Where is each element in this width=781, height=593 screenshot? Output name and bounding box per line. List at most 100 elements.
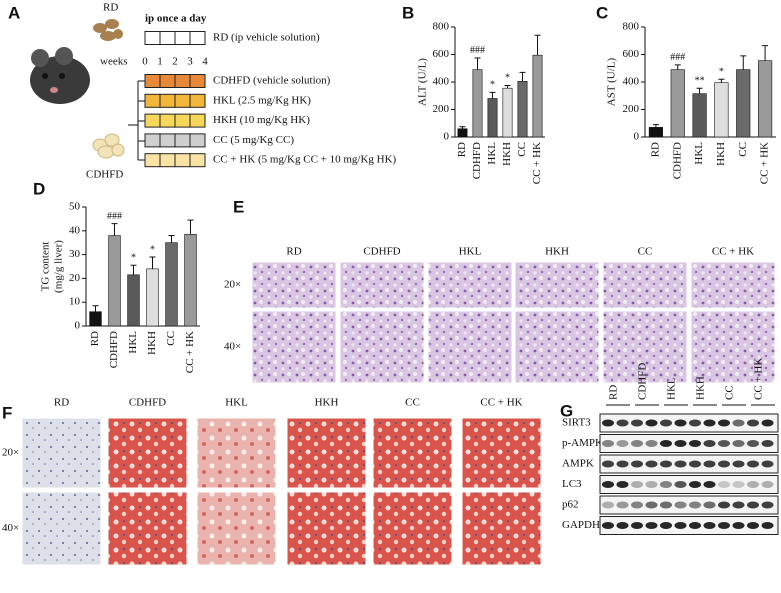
blot-band <box>660 419 672 427</box>
micrograph <box>427 261 513 309</box>
error-bar <box>92 305 99 312</box>
bar <box>472 69 483 138</box>
blot-band <box>631 460 643 468</box>
blot-band <box>747 481 759 488</box>
y-tick-label: 40 <box>69 224 81 236</box>
x-tick-label: CC <box>516 142 528 157</box>
schedule-cell <box>189 153 206 168</box>
blot-band <box>703 481 716 488</box>
group-label: HKH (10 mg/Kg HK) <box>213 114 310 126</box>
panel-label: F <box>2 403 12 422</box>
blot-band <box>718 440 730 447</box>
y-axis-label: (mg/g liver) <box>53 240 65 293</box>
bar <box>89 311 102 327</box>
y-tick-label: 0 <box>75 320 81 332</box>
column-label: CDHFD <box>129 397 166 409</box>
significance-label: * <box>719 67 724 78</box>
y-tick-label: 200 <box>433 103 450 115</box>
blot-band <box>718 419 730 427</box>
panel-label: G <box>560 401 573 420</box>
x-tick-label: CDHFD <box>471 142 483 179</box>
blot-band <box>703 440 716 447</box>
error-bar <box>168 235 175 243</box>
schedule-cell <box>159 153 176 168</box>
blot-band <box>616 481 629 488</box>
bar <box>532 54 543 138</box>
mouse-illustration <box>30 47 90 104</box>
blot-band <box>631 481 643 488</box>
micrograph <box>372 417 453 489</box>
x-tick-label: CC <box>165 331 177 346</box>
error-bar <box>652 124 659 128</box>
blot-band <box>674 501 687 509</box>
bar <box>736 69 751 138</box>
blot-band <box>689 481 701 488</box>
blot-band <box>631 501 643 509</box>
column-label: CC <box>638 246 653 258</box>
error-bar <box>459 126 466 129</box>
blot-band <box>747 440 759 447</box>
significance-label: ### <box>670 52 685 63</box>
column-label: CC + HK <box>712 246 754 258</box>
significance-label: * <box>505 73 510 84</box>
blot-band <box>602 419 614 427</box>
x-tick-label: CC + HK <box>531 142 543 184</box>
week-number: 0 <box>142 56 148 68</box>
bar <box>517 81 528 138</box>
error-bar <box>762 45 769 61</box>
blot-band <box>689 440 701 447</box>
blot-band <box>703 419 716 427</box>
blot-band <box>602 460 614 468</box>
diet-label: RD <box>103 2 118 14</box>
significance-label: * <box>150 244 155 255</box>
row-label: 40× <box>224 341 241 353</box>
y-tick-label: 600 <box>623 48 640 60</box>
schedule-cell <box>144 153 161 168</box>
error-bar <box>474 57 481 70</box>
schedule-cell <box>174 93 191 108</box>
micrograph <box>372 491 453 566</box>
error-bar <box>489 91 496 99</box>
x-tick-label: HKL <box>127 331 139 354</box>
blot-band <box>703 522 716 529</box>
schedule-cell <box>159 74 176 88</box>
y-axis-label: ALT (U/L) <box>417 58 429 106</box>
schedule-cell <box>144 113 161 128</box>
blot-band <box>674 440 687 447</box>
column-label: CC + HK <box>480 397 522 409</box>
blot-band <box>747 501 759 509</box>
blot-band <box>747 419 759 427</box>
blot-band <box>732 522 745 529</box>
blot-band <box>602 440 614 447</box>
blot-band <box>747 460 759 468</box>
y-tick-label: 20 <box>69 272 81 284</box>
micrograph <box>251 261 337 309</box>
micrograph <box>602 310 688 384</box>
panel-label: B <box>402 3 414 22</box>
schedule-cell <box>144 93 161 108</box>
blot-band <box>645 440 658 447</box>
blot-band <box>703 501 716 509</box>
error-bar <box>130 264 137 275</box>
schedule-cell <box>189 74 206 88</box>
protein-label: AMPK <box>562 458 594 470</box>
x-tick-label: RD <box>89 331 101 346</box>
panel-label: A <box>8 3 20 22</box>
blot-band <box>689 501 701 509</box>
blot-band <box>660 460 672 468</box>
cdhfd-food <box>92 133 125 159</box>
column-label: HKL <box>225 397 248 409</box>
lane-label: RD <box>608 385 620 400</box>
error-bar <box>534 34 541 56</box>
y-tick-label: 0 <box>634 131 640 143</box>
blot-band <box>703 460 716 468</box>
blot-band <box>631 419 643 427</box>
bracket <box>128 80 145 161</box>
x-tick-label: CC <box>737 142 749 157</box>
micrograph <box>461 417 542 489</box>
error-bar <box>740 55 747 70</box>
micrograph <box>286 491 367 566</box>
schedule-cell <box>174 74 191 88</box>
x-tick-label: RD <box>649 142 661 157</box>
